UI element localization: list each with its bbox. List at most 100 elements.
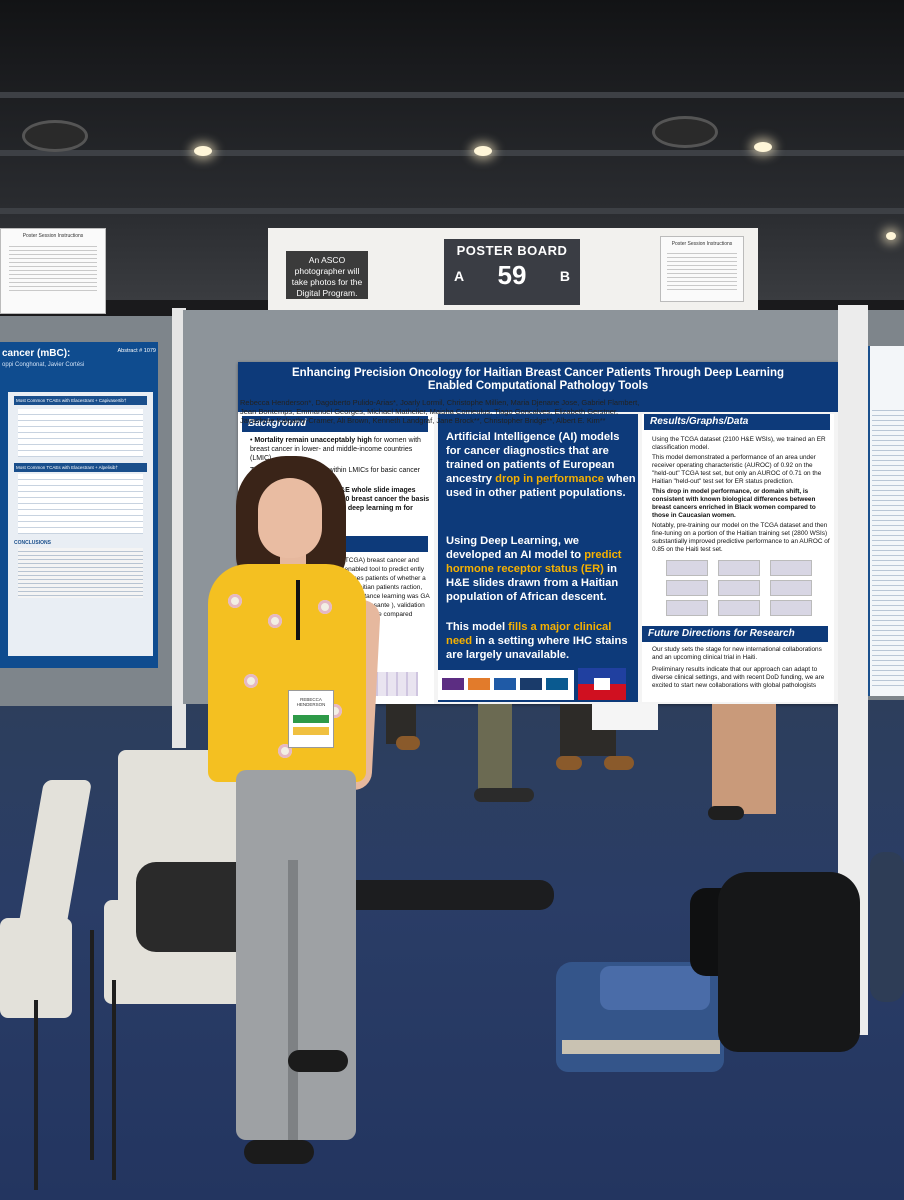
presenter-face — [258, 478, 322, 558]
visitor-legs — [478, 704, 512, 794]
future-bullet-1: Our study sets the stage for new interna… — [652, 646, 822, 661]
instructions-title: Poster Session Instructions — [22, 233, 84, 239]
instructions-text-lines — [9, 243, 97, 293]
institution-logo — [442, 678, 464, 690]
badge-stripe — [293, 715, 329, 723]
ceiling-light — [474, 146, 492, 156]
instructions-sheet-left: Poster Session Instructions — [0, 228, 106, 314]
tote-bag-flap — [600, 966, 710, 1010]
chair-leg — [90, 930, 94, 1160]
chair-leg — [34, 1000, 38, 1190]
lanyard — [296, 580, 300, 640]
left-poster-table — [18, 409, 143, 457]
poster-title: Enhancing Precision Oncology for Haitian… — [291, 367, 785, 392]
presenter-floral-top — [208, 564, 366, 782]
visitor-shoe — [474, 788, 534, 802]
ceiling-vent — [652, 116, 718, 148]
left-poster-table — [18, 474, 143, 534]
flower-pattern — [244, 674, 258, 688]
black-backpack[interactable] — [718, 872, 860, 1052]
left-poster-text — [18, 548, 143, 598]
institution-logo — [546, 678, 568, 690]
key-finding-2-highlight: predict hormone receptor status (ER) — [446, 549, 622, 575]
results-figure-thumb — [666, 560, 708, 576]
poster-board-title: POSTER BOARD — [456, 243, 568, 258]
institution-logo — [494, 678, 516, 690]
results-bullet-1: Using the TCGA dataset (2100 H&E WSIs), … — [652, 436, 826, 451]
flower-pattern — [228, 594, 242, 608]
background-bullet-1: • Mortality remain unacceptably high for… — [250, 437, 421, 462]
left-poster-authors: oppi Conghonat, Javier Cortési — [2, 362, 85, 368]
ceiling-light — [754, 142, 772, 152]
results-figure-thumb — [666, 580, 708, 596]
results-figure-thumb — [770, 600, 812, 616]
institution-logo — [468, 678, 490, 690]
visitor-shoe — [604, 756, 634, 770]
ceiling-light — [194, 146, 212, 156]
visitor-legs — [712, 704, 776, 814]
results-figure-thumb — [770, 580, 812, 596]
name-badge-text: REBECCA HENDERSON — [296, 697, 326, 707]
future-bullet-2: Preliminary results indicate that our ap… — [652, 666, 825, 689]
results-heading: Results/Graphs/Data — [644, 414, 830, 430]
chair-leg — [112, 980, 116, 1180]
future-directions-heading: Future Directions for Research — [642, 626, 828, 642]
tote-bag-trim — [562, 1040, 720, 1054]
left-poster-body: Most Common TCAEs with Elacestrant + Cap… — [8, 392, 153, 656]
presenter-pants-shadow — [288, 860, 298, 1140]
right-neighbor-poster — [866, 346, 904, 696]
results-figure-thumb — [718, 580, 760, 596]
board-side-a: A — [454, 267, 465, 284]
institution-logos — [438, 670, 574, 700]
presenter-shoe — [244, 1140, 314, 1164]
poster-board-label: POSTER BOARD A 59 B — [444, 239, 580, 305]
background-bullet-1-text: for women with breast cancer in lower- a… — [250, 437, 421, 462]
presenter-shoe — [288, 1050, 348, 1072]
key-finding-3-text-end: in a setting where IHC stains are largel… — [446, 635, 628, 661]
board-side-b: B — [559, 267, 570, 284]
results-column: Results/Graphs/Data Using the TCGA datas… — [642, 414, 834, 702]
flower-pattern — [318, 600, 332, 614]
poster-authors: Rebecca Henderson*, Dagoberto Pulido-Ari… — [240, 398, 640, 425]
background-heading: Background — [242, 416, 428, 432]
ceiling-light — [886, 232, 896, 240]
key-finding-1: Artificial Intelligence (AI) models for … — [446, 430, 636, 500]
institution-logo — [520, 678, 542, 690]
board-number: 59 — [497, 260, 527, 290]
ceiling-beam — [0, 92, 904, 98]
poster-tube[interactable] — [320, 880, 554, 910]
background-bullet-1-bold: Mortality remain unacceptably high — [254, 437, 372, 444]
asco-photographer-note: An ASCO photographer will take photos fo… — [286, 251, 368, 299]
results-bullet-4: Notably, pre-training our model on the T… — [652, 522, 830, 553]
left-poster-title: cancer (mBC): — [2, 348, 71, 359]
results-bullet-3: This drop in model performance, or domai… — [652, 488, 816, 519]
key-finding-1-text: Artificial Intelligence (AI) models for … — [446, 431, 620, 485]
logo-row — [438, 670, 574, 698]
instructions-sheet-right: Poster Session Instructions — [660, 236, 744, 302]
badge-stripe — [293, 727, 329, 735]
ceiling-vent — [22, 120, 88, 152]
left-poster-abstract-number: Abstract # 1079 — [117, 348, 156, 354]
key-finding-3: This model fills a major clinical need i… — [446, 620, 636, 662]
results-figure-thumb — [770, 560, 812, 576]
flower-pattern — [268, 614, 282, 628]
left-poster-section: Most Common TCAEs with Elacestrant + Cap… — [14, 396, 147, 405]
left-poster-section: Most Common TCAEs with Elacestrant + Alp… — [14, 463, 147, 472]
ceiling-beam — [0, 150, 904, 156]
board-post-left — [172, 308, 186, 748]
left-poster-conclusions: CONCLUSIONS — [14, 540, 51, 546]
floor-sign — [592, 704, 658, 730]
instructions-title: Poster Session Instructions — [671, 241, 733, 247]
key-finding-2-text-end: in H&E slides drawn from a Haitian popul… — [446, 563, 619, 603]
results-bullet-2: This model demonstrated a performance of… — [652, 454, 822, 485]
name-badge: REBECCA HENDERSON — [288, 690, 334, 748]
key-findings-column: Artificial Intelligence (AI) models for … — [438, 414, 638, 702]
key-finding-2: Using Deep Learning, we developed an AI … — [446, 534, 636, 604]
visitor-shoe — [556, 756, 582, 770]
key-finding-3-highlight: fills a major clinical need — [446, 621, 612, 647]
key-finding-2-text: Using Deep Learning, we developed an AI … — [446, 535, 582, 561]
blue-backpack[interactable] — [870, 852, 904, 1002]
right-poster-text — [872, 406, 904, 686]
key-finding-1-highlight: drop in performance — [495, 473, 604, 485]
results-figure-thumb — [718, 560, 760, 576]
